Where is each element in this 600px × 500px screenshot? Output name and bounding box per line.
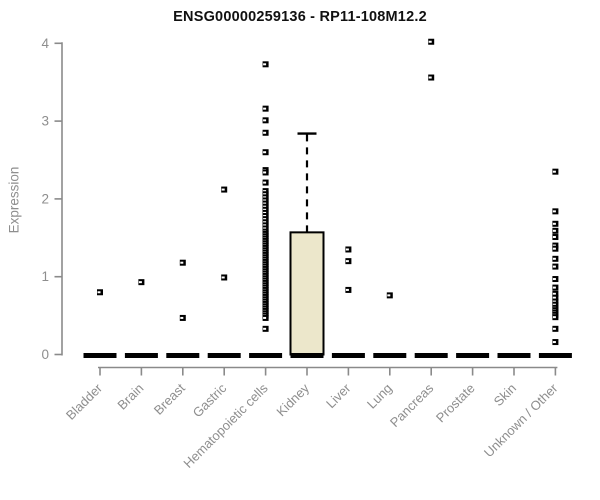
outlier-point-slit (263, 202, 267, 205)
box (289, 231, 325, 356)
y-tick-label: 0 (41, 347, 49, 362)
outlier-point-slit (263, 151, 267, 154)
outlier-point-slit (97, 291, 101, 294)
outlier-point-slit (263, 215, 267, 218)
outlier-point-slit (263, 205, 267, 208)
outlier-point-slit (428, 40, 432, 43)
outlier-point-slit (263, 190, 267, 193)
x-tick-label: Gastric (190, 380, 230, 420)
outlier-point-slit (428, 76, 432, 79)
outlier-point-slit (552, 296, 556, 299)
outlier-point-slit (263, 316, 267, 319)
outlier-point-slit (552, 286, 556, 289)
outlier-point-slit (552, 341, 556, 344)
outlier-point-slit (552, 170, 556, 173)
x-tick-label: Lung (364, 381, 395, 412)
outlier-point-slit (263, 199, 267, 202)
x-tick-label: Unknown / Other (481, 380, 561, 460)
x-tick-label: Breast (151, 380, 188, 417)
x-tick-label: Bladder (63, 380, 106, 423)
x-tick-label: Kidney (273, 380, 312, 419)
chart-title: ENSG00000259136 - RP11-108M12.2 (173, 9, 427, 25)
outlier-point-slit (552, 222, 556, 225)
outlier-point-slit (180, 316, 184, 319)
outlier-point-slit (263, 171, 267, 174)
outlier-point-slit (552, 229, 556, 232)
outlier-point-slit (263, 119, 267, 122)
outlier-point-slit (552, 244, 556, 247)
outlier-point-slit (345, 288, 349, 291)
outlier-point-slit (263, 208, 267, 211)
outlier-point-slit (221, 188, 225, 191)
x-tick-label: Skin (491, 381, 519, 409)
outlier-point-slit (180, 261, 184, 264)
x-tick-label: Liver (323, 380, 354, 411)
y-tick-label: 1 (41, 269, 49, 284)
outlier-point-slit (138, 281, 142, 284)
outlier-point-slit (345, 248, 349, 251)
outlier-point-slit (263, 218, 267, 221)
outlier-point-slit (263, 181, 267, 184)
y-tick-label: 3 (41, 114, 49, 129)
outlier-point-slit (387, 294, 391, 297)
outlier-point-slit (263, 221, 267, 224)
x-tick-label: Pancreas (387, 380, 437, 430)
outlier-point-slit (263, 327, 267, 330)
outlier-point-slit (263, 63, 267, 66)
outlier-point-slit (263, 107, 267, 110)
outlier-point-slit (552, 327, 556, 330)
outlier-point-slit (263, 196, 267, 199)
outlier-point-slit (552, 316, 556, 319)
y-tick-label: 2 (41, 191, 49, 206)
outlier-point-slit (552, 236, 556, 239)
outlier-point-slit (263, 227, 267, 230)
outlier-point-slit (552, 292, 556, 295)
x-tick-label: Prostate (433, 381, 478, 426)
outlier-point-slit (263, 131, 267, 134)
outlier-point-slit (552, 303, 556, 306)
outlier-point-slit (345, 260, 349, 263)
outlier-point-slit (552, 247, 556, 250)
outlier-point-slit (552, 257, 556, 260)
outlier-point-slit (552, 300, 556, 303)
outlier-point-slit (263, 211, 267, 214)
y-tick-label: 4 (41, 36, 49, 51)
outlier-point-slit (263, 224, 267, 227)
outlier-point-slit (263, 193, 267, 196)
outlier-point-slit (552, 265, 556, 268)
outlier-point-slit (552, 278, 556, 281)
x-tick-label: Brain (114, 381, 146, 413)
outlier-point-slit (552, 210, 556, 213)
outlier-point-slit (221, 276, 225, 279)
